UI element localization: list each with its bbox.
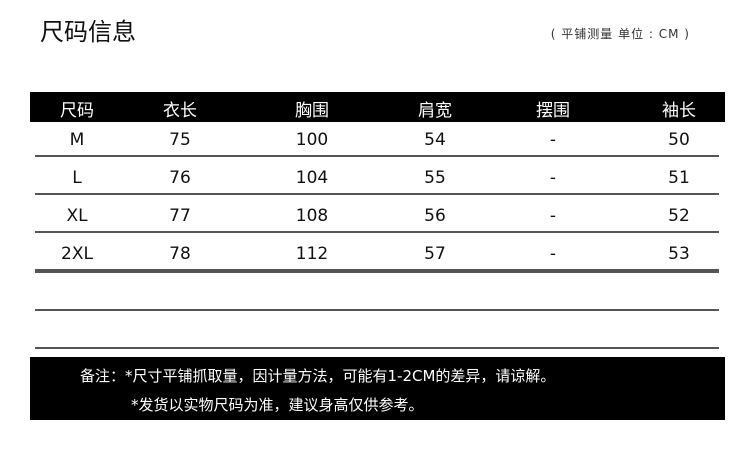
- note-line-1: 备注：*尺寸平铺抓取量，因计量方法，可能有1-2CM的差异，请谅解。: [80, 367, 556, 385]
- divider: [35, 193, 719, 195]
- cell-hem: -: [549, 206, 557, 226]
- cell-chest: 104: [295, 168, 329, 188]
- cell-sleeve: 51: [668, 168, 690, 188]
- cell-sleeve: 53: [668, 244, 690, 264]
- header-size: 尺码: [60, 101, 94, 121]
- cell-chest: 112: [295, 244, 329, 264]
- notes-box: 备注：*尺寸平铺抓取量，因计量方法，可能有1-2CM的差异，请谅解。 *发货以实…: [30, 357, 725, 420]
- cell-size: M: [69, 130, 85, 150]
- cell-hem: -: [549, 168, 557, 188]
- cell-size: L: [72, 168, 82, 188]
- header-chest: 胸围: [295, 101, 329, 121]
- cell-size: 2XL: [61, 244, 93, 264]
- header-length: 衣长: [163, 101, 197, 121]
- cell-chest: 108: [295, 206, 329, 226]
- header-sleeve: 袖长: [662, 101, 696, 121]
- cell-sleeve: 50: [668, 130, 690, 150]
- cell-size: XL: [66, 206, 88, 226]
- divider: [35, 309, 719, 311]
- divider: [35, 155, 719, 157]
- cell-hem: -: [549, 244, 557, 264]
- cell-sleeve: 52: [668, 206, 690, 226]
- cell-chest: 100: [295, 130, 329, 150]
- divider: [35, 269, 719, 271]
- unit-note: ( 平铺测量 单位 : CM ): [550, 27, 690, 41]
- divider: [35, 231, 719, 233]
- table-row: 2XL 78 112 57 - 53: [0, 236, 750, 274]
- table-row: L 76 104 55 - 51: [0, 160, 750, 198]
- cell-length: 75: [169, 130, 191, 150]
- table-row: M 75 100 54 - 50: [0, 122, 750, 160]
- divider: [35, 271, 719, 273]
- cell-length: 77: [169, 206, 191, 226]
- cell-hem: -: [549, 130, 557, 150]
- cell-shoulder: 56: [424, 206, 446, 226]
- table-row: XL 77 108 56 - 52: [0, 198, 750, 236]
- header-shoulder: 肩宽: [418, 101, 452, 121]
- page-title: 尺码信息: [40, 18, 136, 46]
- cell-shoulder: 54: [424, 130, 446, 150]
- cell-length: 76: [169, 168, 191, 188]
- cell-shoulder: 57: [424, 244, 446, 264]
- note-line-2: *发货以实物尺码为准，建议身高仅供参考。: [131, 396, 424, 414]
- cell-shoulder: 55: [424, 168, 446, 188]
- table-header: 尺码 衣长 胸围 肩宽 摆围 袖长: [30, 92, 725, 122]
- divider: [35, 347, 719, 349]
- header-hem: 摆围: [536, 101, 570, 121]
- cell-length: 78: [169, 244, 191, 264]
